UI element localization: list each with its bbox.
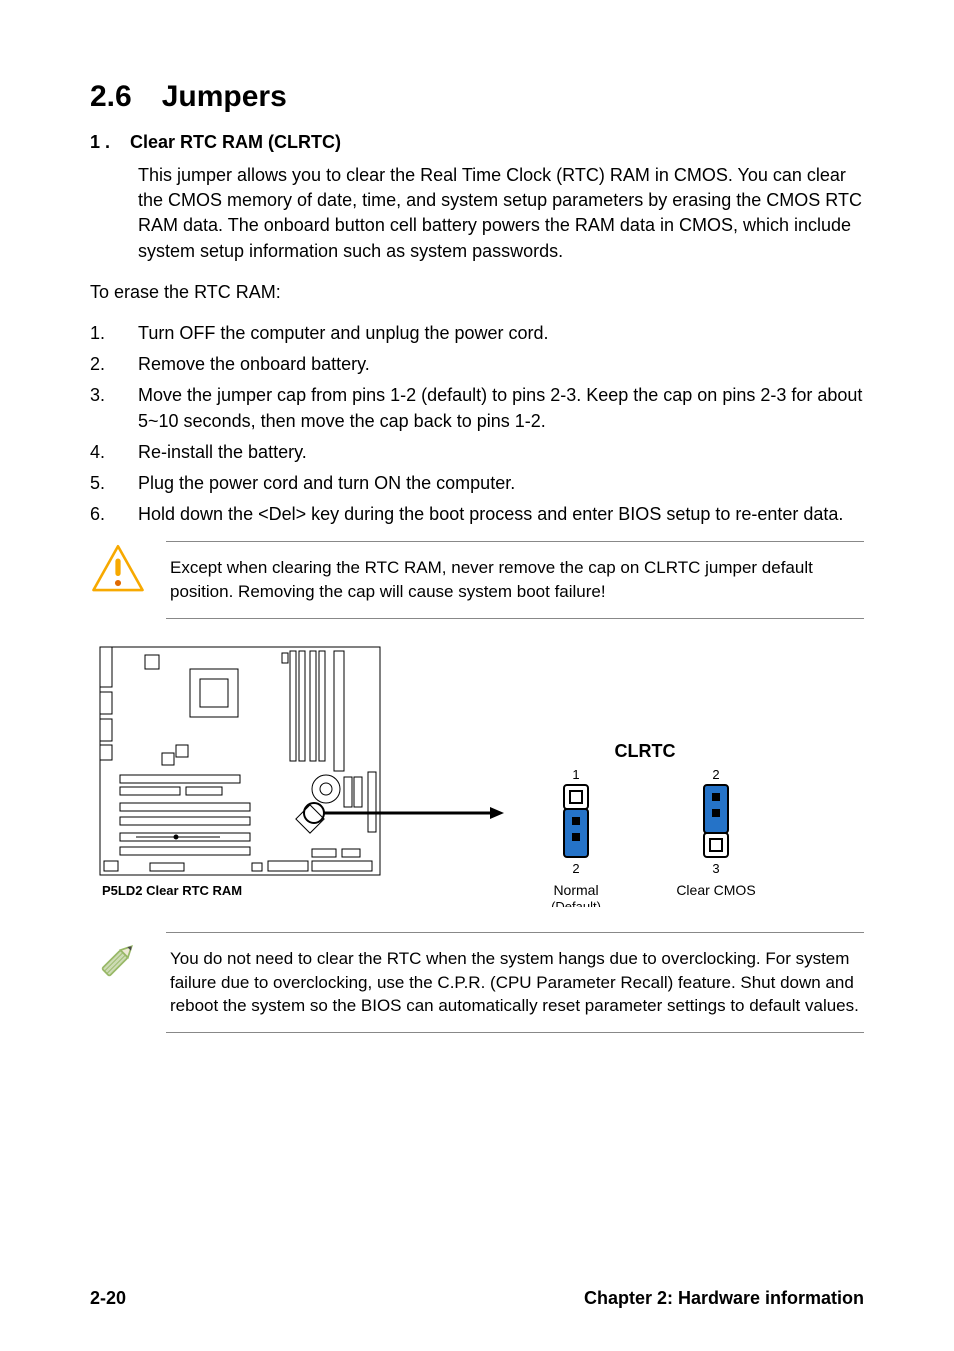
caution-note: Except when clearing the RTC RAM, never … <box>90 541 864 619</box>
chapter-label: Chapter 2: Hardware information <box>584 1288 864 1309</box>
section-title-text: Jumpers <box>162 80 287 113</box>
subsection-heading: 1 .Clear RTC RAM (CLRTC) <box>90 132 864 153</box>
board-diagram: P5LD2 Clear RTC RAM CLRTC 1 2 Normal (De… <box>90 637 864 912</box>
diagram-caption: P5LD2 Clear RTC RAM <box>102 883 242 898</box>
normal-sub: (Default) <box>551 899 601 907</box>
pencil-icon <box>90 932 146 993</box>
caution-text: Except when clearing the RTC RAM, never … <box>166 541 864 619</box>
step-item: Plug the power cord and turn ON the comp… <box>90 471 864 496</box>
subsection-title: Clear RTC RAM (CLRTC) <box>130 132 341 152</box>
section-number: 2.6 <box>90 80 132 113</box>
info-note: You do not need to clear the RTC when th… <box>90 932 864 1033</box>
pin-label: 2 <box>712 767 719 782</box>
info-note-text: You do not need to clear the RTC when th… <box>166 932 864 1033</box>
pin-label: 2 <box>572 861 579 876</box>
section-heading: 2.6 Jumpers <box>90 80 864 114</box>
pin-label: 3 <box>712 861 719 876</box>
clrtc-label: CLRTC <box>615 741 676 761</box>
step-item: Re-install the battery. <box>90 440 864 465</box>
steps-list: Turn OFF the computer and unplug the pow… <box>90 321 864 527</box>
subsection-index: 1 . <box>90 132 130 153</box>
pin-label: 1 <box>572 767 579 782</box>
page-footer: 2-20 Chapter 2: Hardware information <box>90 1288 864 1309</box>
intro-paragraph: This jumper allows you to clear the Real… <box>138 163 864 264</box>
clear-label: Clear CMOS <box>676 882 755 898</box>
step-item: Hold down the <Del> key during the boot … <box>90 502 864 527</box>
normal-label: Normal <box>553 882 598 898</box>
caution-icon <box>90 541 146 602</box>
step-item: Move the jumper cap from pins 1-2 (defau… <box>90 383 864 433</box>
step-item: Turn OFF the computer and unplug the pow… <box>90 321 864 346</box>
page-number: 2-20 <box>90 1288 126 1309</box>
step-item: Remove the onboard battery. <box>90 352 864 377</box>
erase-lead: To erase the RTC RAM: <box>90 280 864 305</box>
